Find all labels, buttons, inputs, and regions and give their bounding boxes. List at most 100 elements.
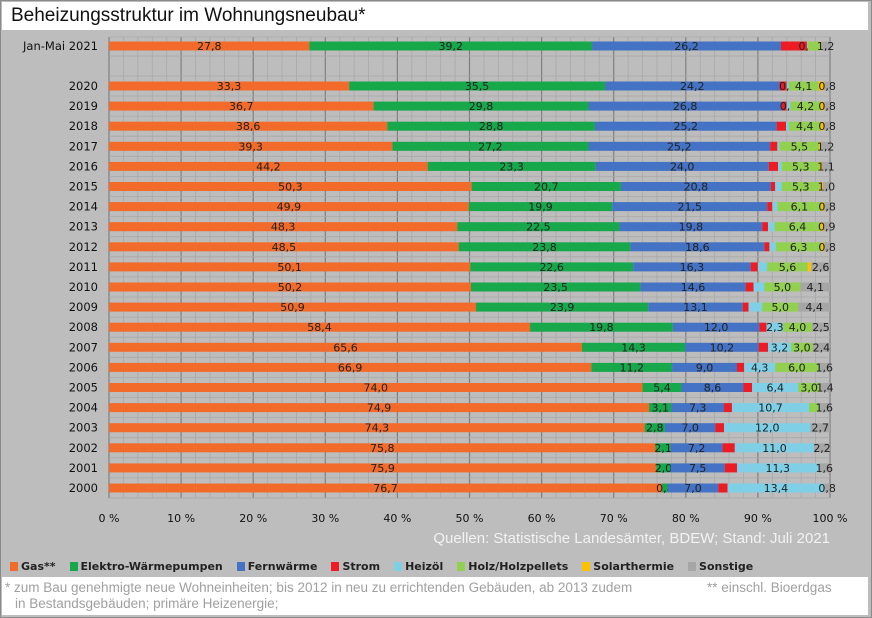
bar-segment-gas- xyxy=(109,322,531,332)
bar-segment-heiz-l xyxy=(734,443,815,453)
data-label: 20,7 xyxy=(534,181,559,194)
bar-segment-fernw-rme xyxy=(605,81,780,91)
data-label: 1,6 xyxy=(815,361,833,374)
data-label: 50,2 xyxy=(278,281,303,294)
bar-segment-gas- xyxy=(109,362,592,372)
bar-segment-fernw-rme xyxy=(681,383,744,392)
x-tick-label: 70 % xyxy=(600,512,628,525)
bar-segment-fernw-rme xyxy=(685,342,759,352)
bar-segment-strom xyxy=(770,182,776,191)
legend-swatch xyxy=(457,562,466,571)
data-label: 2,8 xyxy=(646,422,664,435)
x-tick-label: 50 % xyxy=(456,512,484,525)
data-label: 7,2 xyxy=(688,442,706,455)
data-label: 23,9 xyxy=(550,301,575,314)
bar-segment-gas- xyxy=(109,262,471,272)
data-label: 2,5 xyxy=(812,321,830,334)
data-label: 0,8 xyxy=(818,120,836,133)
bar-segment-gas- xyxy=(109,463,657,473)
data-label: 6,0 xyxy=(788,361,806,374)
bar-segment-holz-holzpellets xyxy=(788,121,821,131)
bar-segment-sonstige xyxy=(800,282,830,292)
bar-segment-heiz-l xyxy=(752,383,799,392)
data-label: 5,3 xyxy=(792,181,810,194)
data-label: 2,2 xyxy=(813,442,831,455)
legend: Gas** Elektro-Wärmepumpen Fernwärme Strom He… xyxy=(10,560,767,573)
bar-segment-elektro-w-rmepumpen xyxy=(644,423,665,433)
bar-segment-gas- xyxy=(109,182,472,191)
data-label: 50,9 xyxy=(280,301,305,314)
legend-label: Elektro-Wärmepumpen xyxy=(80,560,223,573)
data-label: 2,6 xyxy=(812,261,830,274)
legend-label: Holz/Holzpellets xyxy=(468,560,569,573)
data-label: 12,0 xyxy=(704,321,729,334)
x-tick-label: 100 % xyxy=(813,512,848,525)
bar-segment-fernw-rme xyxy=(633,262,751,272)
bar-segment-fernw-rme xyxy=(664,423,716,433)
data-label: 22,6 xyxy=(539,261,564,274)
data-label: 14,3 xyxy=(621,341,646,354)
category-label: 2003 xyxy=(69,421,98,435)
category-label: 2019 xyxy=(69,99,98,113)
bar-segment-sonstige xyxy=(811,262,830,272)
bar-segment-fernw-rme xyxy=(588,141,771,151)
bar-segment-holz-holzpellets xyxy=(775,362,819,372)
data-label: 44,2 xyxy=(256,160,281,173)
bar-segment-strom xyxy=(722,443,735,453)
data-label: 6,4 xyxy=(789,221,807,234)
bar-segment-holz-holzpellets xyxy=(790,101,821,111)
bar-segment-gas- xyxy=(109,342,582,352)
bar-segment-solarthermie xyxy=(819,161,823,171)
bar-segment-solarthermie xyxy=(820,121,825,131)
bar-segment-fernw-rme xyxy=(620,182,771,191)
legend-swatch xyxy=(331,562,340,571)
bar-segment-sonstige xyxy=(824,121,830,131)
data-label: 0,8 xyxy=(818,201,836,214)
legend-swatch xyxy=(236,562,245,571)
legend-label: Sonstige xyxy=(699,560,754,573)
bar-segment-holz-holzpellets xyxy=(791,342,813,352)
bar-segment-elektro-w-rmepumpen xyxy=(581,342,686,352)
bar-segment-holz-holzpellets xyxy=(788,81,819,91)
bar-segment-elektro-w-rmepumpen xyxy=(655,443,671,453)
legend-item: Holz/Holzpellets xyxy=(457,560,568,573)
bar-segment-fernw-rme xyxy=(648,302,743,312)
bar-segment-heiz-l xyxy=(769,242,776,252)
category-label: 2008 xyxy=(69,320,98,334)
data-label: 1,6 xyxy=(815,402,833,415)
data-label: 3,1 xyxy=(651,402,669,415)
data-label: 0,8 xyxy=(818,100,836,113)
bar-segment-holz-holzpellets xyxy=(775,242,822,252)
bar-segment-elektro-w-rmepumpen xyxy=(475,302,649,312)
bar-segment-heiz-l xyxy=(744,362,776,372)
bar-segment-heiz-l xyxy=(778,161,782,171)
chart-title: Beheizungsstruktur im Wohnungsneubau* xyxy=(11,5,366,26)
bar-segment-heiz-l xyxy=(786,81,789,91)
data-label: 74,9 xyxy=(367,402,392,415)
bar-segment-elektro-w-rmepumpen xyxy=(468,202,613,212)
data-label: 2,7 xyxy=(812,422,830,435)
data-label: 16,3 xyxy=(680,261,705,274)
legend-swatch xyxy=(582,562,591,571)
bar-segment-gas- xyxy=(109,121,388,131)
bar-segment-heiz-l xyxy=(775,182,782,191)
data-label: 50,3 xyxy=(278,181,303,194)
data-label: 14,6 xyxy=(681,281,706,294)
bar-segment-sonstige xyxy=(824,81,830,91)
data-label: 48,3 xyxy=(271,221,296,234)
category-label: 2018 xyxy=(69,119,98,133)
data-label: 29,8 xyxy=(469,100,494,113)
category-label: 2016 xyxy=(69,159,98,173)
bar-segment-gas- xyxy=(109,81,350,91)
data-label: 0,9 xyxy=(818,221,836,234)
category-label: 2007 xyxy=(69,340,98,354)
data-label: 7,0 xyxy=(684,482,702,495)
bar-segment-elektro-w-rmepumpen xyxy=(349,81,606,91)
data-label: 19,8 xyxy=(589,321,614,334)
bar-segment-holz-holzpellets xyxy=(764,282,801,292)
data-label: 23,8 xyxy=(532,241,557,254)
bar-segment-solarthermie xyxy=(820,101,825,111)
bar-segment-solarthermie xyxy=(818,81,825,91)
data-label: 2,0 xyxy=(655,462,673,475)
data-label: 3,0 xyxy=(800,382,818,395)
